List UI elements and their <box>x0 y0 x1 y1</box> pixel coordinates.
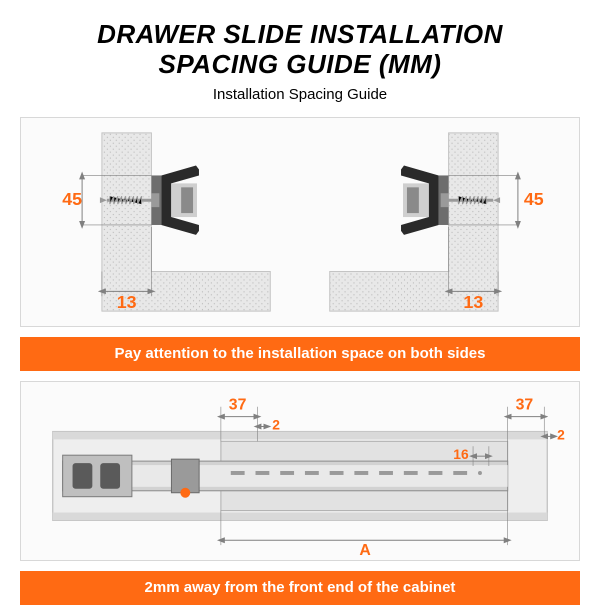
left-wall: 45 13 <box>62 133 270 312</box>
dim-right-horiz: 13 <box>463 292 483 312</box>
dim-top-right: 37 <box>516 396 534 413</box>
right-wall: 45 13 <box>330 133 544 312</box>
panel-top-view: 37 2 37 2 16 A <box>20 381 580 561</box>
page-title: DRAWER SLIDE INSTALLATION SPACING GUIDE … <box>20 20 580 80</box>
dim-left-vert: 45 <box>62 189 82 209</box>
dim-top-right-small: 2 <box>557 426 565 442</box>
cross-section-diagram: 45 13 45 <box>21 118 579 326</box>
dim-bottom-a: A <box>359 542 370 559</box>
dim-top-left: 37 <box>229 396 247 413</box>
dim-right-vert: 45 <box>524 189 544 209</box>
dim-left-horiz: 13 <box>117 292 137 312</box>
dim-top-left-small: 2 <box>272 416 280 432</box>
page-subtitle: Installation Spacing Guide <box>20 86 580 103</box>
title-line1: DRAWER SLIDE INSTALLATION <box>97 19 503 49</box>
panel-cross-section: 45 13 45 <box>20 117 580 327</box>
title-line2: SPACING GUIDE (MM) <box>159 49 442 79</box>
dim-mid-right: 16 <box>453 446 469 462</box>
panel1-caption: Pay attention to the installation space … <box>20 337 580 371</box>
top-view-diagram: 37 2 37 2 16 A <box>21 382 579 560</box>
